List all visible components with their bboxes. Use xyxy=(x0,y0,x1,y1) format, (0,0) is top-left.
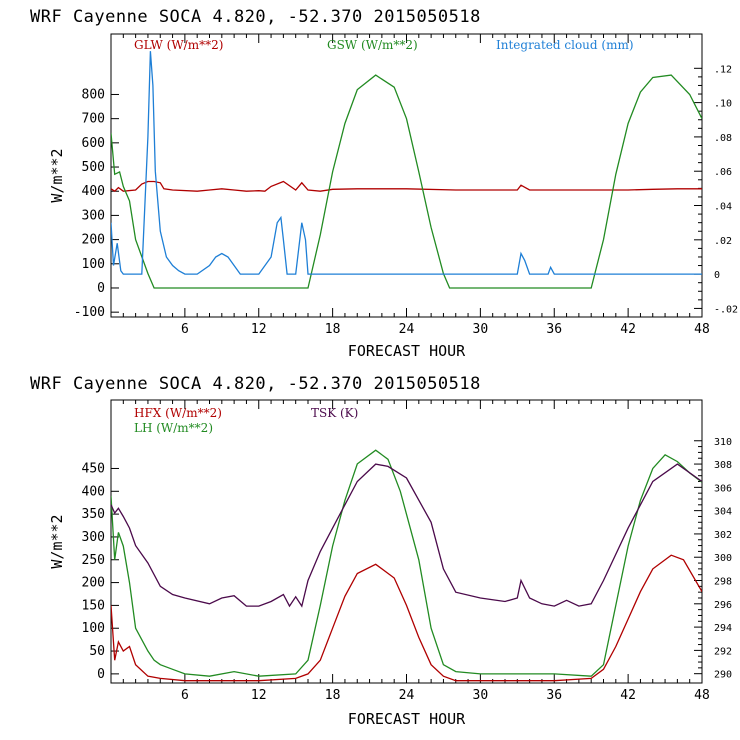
series-line-hfx xyxy=(111,554,702,682)
x-tick-label: 12 xyxy=(251,688,267,703)
y2-tick-label: 304 xyxy=(714,507,732,518)
y2-tick-label: 308 xyxy=(714,460,732,471)
y-axis-label: W/m**2 xyxy=(48,148,66,202)
y-tick-label: 600 xyxy=(82,136,105,151)
legend-glw: GLW (W/m**2) xyxy=(134,38,223,52)
legend-integrated: Integrated cloud (mm) xyxy=(496,38,634,52)
x-tick-label: 30 xyxy=(473,322,489,337)
y-tick-label: 250 xyxy=(82,553,105,568)
y-tick-label: 800 xyxy=(82,87,105,102)
y-tick-label: 300 xyxy=(82,530,105,545)
y-tick-label: 400 xyxy=(82,484,105,499)
x-tick-label: 42 xyxy=(620,322,636,337)
legend-lh: LH (W/m**2) xyxy=(134,421,213,435)
y-tick-label: 100 xyxy=(82,257,105,272)
y2-tick-label: .02 xyxy=(714,236,732,247)
x-tick-label: 24 xyxy=(399,322,415,337)
legend-tsk: TSK (K) xyxy=(311,406,358,420)
series-line-integrated xyxy=(111,51,702,275)
y-tick-label: 100 xyxy=(82,621,105,636)
y-tick-label: 0 xyxy=(97,281,105,296)
y2-tick-label: 290 xyxy=(714,670,732,681)
y2-tick-label: .10 xyxy=(714,99,732,110)
y-tick-label: 0 xyxy=(97,667,105,682)
y-tick-label: 50 xyxy=(89,644,105,659)
x-tick-label: 6 xyxy=(181,688,189,703)
x-tick-label: 18 xyxy=(325,688,341,703)
x-tick-label: 42 xyxy=(620,688,636,703)
x-tick-label: 36 xyxy=(546,322,562,337)
x-tick-label: 18 xyxy=(325,322,341,337)
y-tick-label: 400 xyxy=(82,184,105,199)
series-line-gsw xyxy=(111,74,702,289)
y-tick-label: 200 xyxy=(82,576,105,591)
y-tick-label: 200 xyxy=(82,233,105,248)
y2-tick-label: -.02 xyxy=(714,304,738,315)
y2-tick-label: 292 xyxy=(714,646,732,657)
chart-panel-2: WRF Cayenne SOCA 4.820, -52.370 20150505… xyxy=(30,374,732,728)
y-tick-label: 700 xyxy=(82,112,105,127)
y2-tick-label: 310 xyxy=(714,437,732,448)
x-tick-label: 12 xyxy=(251,322,267,337)
chart-title: WRF Cayenne SOCA 4.820, -52.370 20150505… xyxy=(30,374,481,394)
y-tick-label: 300 xyxy=(82,208,105,223)
y2-tick-label: .08 xyxy=(714,133,732,144)
chart-title: WRF Cayenne SOCA 4.820, -52.370 20150505… xyxy=(30,7,481,27)
y2-tick-label: 0 xyxy=(714,270,720,281)
y-tick-label: 150 xyxy=(82,598,105,613)
x-axis-label: FORECAST HOUR xyxy=(348,710,466,728)
chart-panel-1: WRF Cayenne SOCA 4.820, -52.370 20150505… xyxy=(30,7,738,360)
y-tick-label: 500 xyxy=(82,160,105,175)
y2-tick-label: .12 xyxy=(714,64,732,75)
series-line-glw xyxy=(111,180,702,193)
y2-tick-label: 298 xyxy=(714,577,732,588)
series-line-lh xyxy=(111,449,702,677)
series-line-tsk xyxy=(111,463,702,608)
y2-tick-label: 302 xyxy=(714,530,732,541)
y-tick-label: 450 xyxy=(82,461,105,476)
x-tick-label: 48 xyxy=(694,322,710,337)
y-tick-label: -100 xyxy=(74,305,105,320)
legend-hfx: HFX (W/m**2) xyxy=(134,406,222,420)
legend-gsw: GSW (W/m**2) xyxy=(327,38,418,52)
y2-tick-label: 294 xyxy=(714,623,732,634)
plot-frame xyxy=(110,399,703,684)
y2-tick-label: .06 xyxy=(714,167,732,178)
x-tick-label: 6 xyxy=(181,322,189,337)
y2-tick-label: .04 xyxy=(714,202,732,213)
y-tick-label: 350 xyxy=(82,507,105,522)
x-axis-label: FORECAST HOUR xyxy=(348,342,466,360)
y2-tick-label: 306 xyxy=(714,483,732,494)
x-tick-label: 30 xyxy=(473,688,489,703)
x-tick-label: 48 xyxy=(694,688,710,703)
y2-tick-label: 300 xyxy=(714,553,732,564)
x-tick-label: 36 xyxy=(546,688,562,703)
y2-tick-label: 296 xyxy=(714,600,732,611)
y-axis-label: W/m**2 xyxy=(48,514,66,568)
x-tick-label: 24 xyxy=(399,688,415,703)
